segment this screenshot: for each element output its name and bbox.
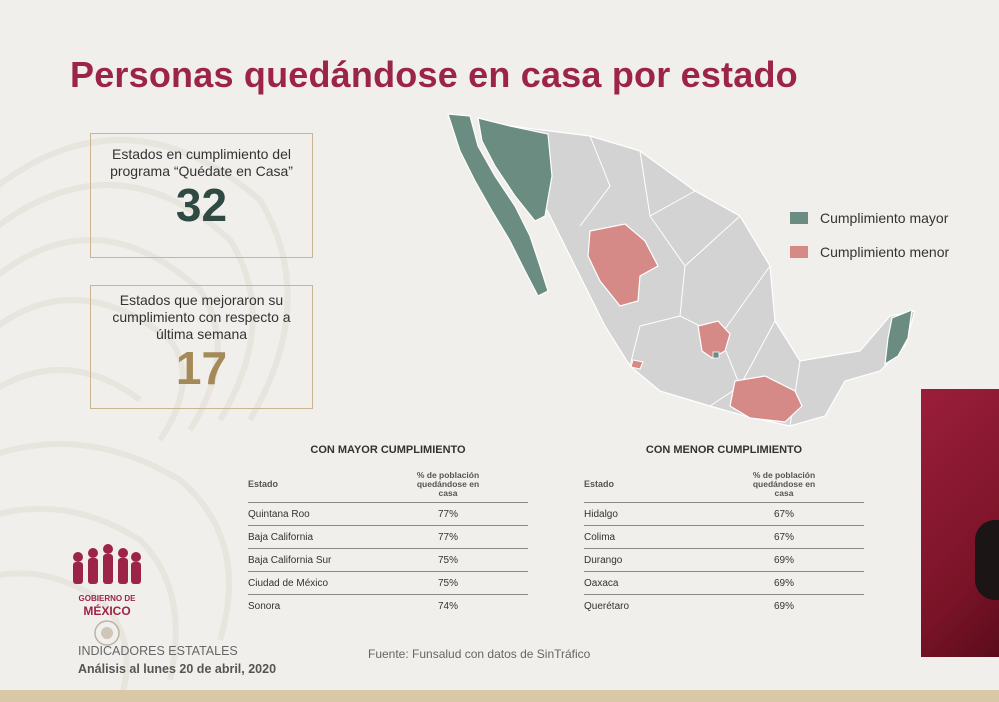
- cell-pct: 69%: [773, 600, 794, 612]
- map-mexico-base: [509, 125, 916, 427]
- mexico-map: [447, 113, 916, 427]
- cell-pct: 69%: [773, 577, 794, 589]
- legend-item-mayor: Cumplimiento mayor: [790, 208, 949, 228]
- analysis-date: Análisis al lunes 20 de abril, 2020: [78, 662, 277, 676]
- map-legend: Cumplimiento mayor Cumplimiento menor: [790, 208, 949, 276]
- table-mayor-body: Quintana Roo 77% Baja California 77% Baja …: [248, 502, 528, 617]
- map-baja-california: [447, 113, 549, 297]
- cell-state: Baja California: [248, 531, 314, 543]
- compliance-states-label: Estados en cumplimiento del programa “Qu…: [110, 146, 293, 179]
- table-row: Quintana Roo 77%: [248, 502, 528, 526]
- indicadores-label: INDICADORES ESTATALES: [78, 644, 238, 658]
- map-quintana-roo: [884, 309, 913, 366]
- legend-label-mayor: Cumplimiento mayor: [820, 210, 949, 226]
- column-header-estado: Estado: [248, 479, 279, 489]
- table-row: Baja California 77%: [248, 526, 528, 549]
- gobierno-de-label: GOBIERNO DE: [78, 594, 136, 603]
- cell-state: Colima: [584, 531, 616, 543]
- column-header-estado: Estado: [584, 479, 615, 489]
- background-fingerprint-pattern: [0, 137, 291, 702]
- cell-pct: 74%: [437, 600, 458, 612]
- table-row: Colima 67%: [584, 526, 864, 549]
- compliance-states-value: 32: [175, 179, 228, 231]
- table-mayor-header: Estado % de población quedándose en casa: [248, 466, 528, 502]
- table-menor-body: Hidalgo 67% Colima 67% Durango 69% Oaxaca 69…: [584, 502, 864, 617]
- map-cdmx: [712, 351, 720, 359]
- map-colima: [630, 359, 644, 370]
- gobierno-mexico-logo: GOBIERNO DE MÉXICO: [68, 543, 146, 651]
- cell-state: Querétaro: [584, 600, 630, 612]
- map-durango: [587, 223, 659, 307]
- improved-states-value: 17: [175, 342, 228, 394]
- cell-pct: 69%: [773, 554, 794, 566]
- table-row: Oaxaca 69%: [584, 572, 864, 595]
- map-hidalgo-queretaro: [697, 320, 731, 359]
- table-menor-title: CON MENOR CUMPLIMIENTO: [645, 444, 803, 456]
- cell-state: Quintana Roo: [248, 508, 310, 520]
- table-menor-cumplimiento: CON MENOR CUMPLIMIENTO Estado % de pobla…: [584, 444, 864, 617]
- table-row: Baja California Sur 75%: [248, 549, 528, 572]
- column-header-porcentaje: % de población quedándose en casa: [752, 469, 816, 498]
- table-mayor-title: CON MAYOR CUMPLIMIENTO: [310, 444, 466, 456]
- video-speaker-silhouette: [975, 520, 999, 600]
- compliance-states-box: Estados en cumplimiento del programa “Qu…: [90, 133, 313, 258]
- mexico-label: MÉXICO: [83, 604, 131, 618]
- map-oaxaca: [729, 375, 803, 423]
- table-row: Sonora 74%: [248, 595, 528, 617]
- cell-pct: 67%: [773, 508, 794, 520]
- cell-pct: 77%: [437, 508, 458, 520]
- cell-pct: 75%: [437, 554, 458, 566]
- bottom-band: [0, 690, 999, 702]
- legend-swatch-menor: [790, 246, 808, 258]
- column-header-porcentaje: % de población quedándose en casa: [416, 469, 480, 498]
- table-menor-header: Estado % de población quedándose en casa: [584, 466, 864, 502]
- cell-state: Ciudad de México: [248, 577, 329, 589]
- cell-pct: 75%: [437, 577, 458, 589]
- table-row: Durango 69%: [584, 549, 864, 572]
- table-row: Ciudad de México 75%: [248, 572, 528, 595]
- cell-state: Sonora: [248, 600, 281, 612]
- legend-item-menor: Cumplimiento menor: [790, 242, 949, 262]
- map-sonora: [477, 117, 553, 222]
- heroes-emblem-icon: [73, 544, 141, 584]
- legend-label-menor: Cumplimiento menor: [820, 244, 950, 260]
- cell-pct: 67%: [773, 531, 794, 543]
- cell-state: Oaxaca: [584, 577, 619, 589]
- legend-swatch-mayor: [790, 212, 808, 224]
- improved-states-label: Estados que mejoraron su cumplimiento co…: [112, 292, 291, 342]
- table-mayor-cumplimiento: CON MAYOR CUMPLIMIENTO Estado % de pobla…: [248, 444, 528, 617]
- seal-icon: [94, 620, 120, 646]
- cell-state: Durango: [584, 554, 623, 566]
- source-note: Fuente: Funsalud con datos de SinTráfico: [368, 647, 591, 661]
- cell-state: Hidalgo: [584, 508, 618, 520]
- cell-pct: 77%: [437, 531, 458, 543]
- cell-state: Baja California Sur: [248, 554, 332, 566]
- table-row: Querétaro 69%: [584, 595, 864, 617]
- page-title: Personas quedándose en casa por estado: [70, 54, 798, 95]
- improved-states-box: Estados que mejoraron su cumplimiento co…: [90, 285, 313, 409]
- table-row: Hidalgo 67%: [584, 502, 864, 526]
